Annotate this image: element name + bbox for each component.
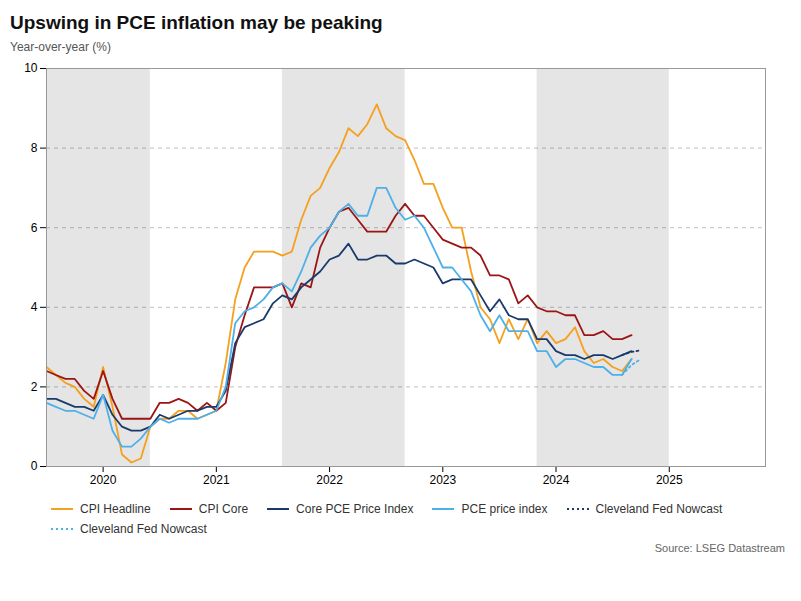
svg-text:2025: 2025 xyxy=(656,473,683,487)
svg-text:8: 8 xyxy=(31,141,38,155)
html-text:Year-over-year (%): Year-over-year (%) xyxy=(10,40,111,54)
svg-text:2022: 2022 xyxy=(316,473,343,487)
html-text:PCE price index: PCE price index xyxy=(461,502,548,516)
html-text:CPI Headline: CPI Headline xyxy=(80,502,151,516)
svg-text:2020: 2020 xyxy=(90,473,117,487)
html-text:Source: LSEG Datastream: Source: LSEG Datastream xyxy=(654,542,785,554)
svg-text:0: 0 xyxy=(31,459,38,473)
svg-text:2: 2 xyxy=(31,380,38,394)
html-text:Upswing in PCE inflation may b: Upswing in PCE inflation may be peaking xyxy=(10,12,383,33)
html-text:Cleveland Fed Nowcast: Cleveland Fed Nowcast xyxy=(595,502,723,516)
svg-text:4: 4 xyxy=(31,300,38,314)
svg-text:2023: 2023 xyxy=(429,473,456,487)
html-text:CPI Core: CPI Core xyxy=(198,502,249,516)
svg-text:6: 6 xyxy=(31,221,38,235)
svg-text:2021: 2021 xyxy=(203,473,230,487)
html-text:Cleveland Fed Nowcast: Cleveland Fed Nowcast xyxy=(80,522,207,536)
html-text:Core PCE Price Index: Core PCE Price Index xyxy=(296,502,414,516)
svg-text:2024: 2024 xyxy=(543,473,570,487)
svg-text:10: 10 xyxy=(24,61,38,75)
